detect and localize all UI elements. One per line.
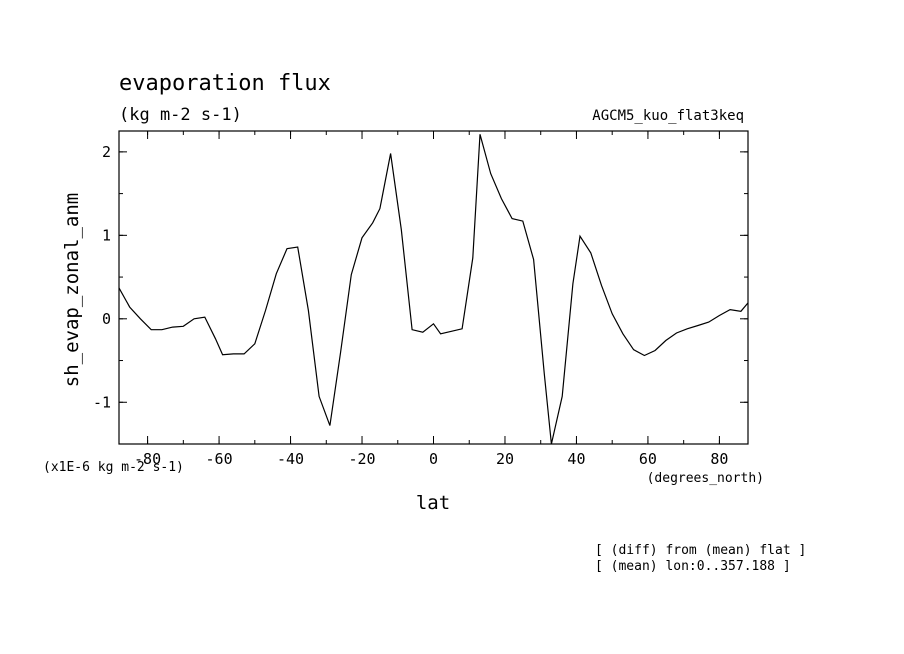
- data-point: [590, 252, 592, 254]
- data-point: [432, 323, 434, 325]
- data-point: [747, 302, 749, 304]
- x-tick-label: 40: [567, 450, 585, 468]
- data-point: [718, 314, 720, 316]
- data-point: [171, 326, 173, 328]
- data-point: [461, 328, 463, 330]
- footer-note-2: [ (mean) lon:0..357.188 ]: [595, 559, 791, 574]
- data-point: [686, 328, 688, 330]
- y-axis-label: sh_evap_zonal_anm: [61, 193, 83, 387]
- x-tick-label: 20: [496, 450, 514, 468]
- data-point: [221, 353, 223, 355]
- data-point: [422, 331, 424, 333]
- series-line: [118, 134, 749, 445]
- data-point: [350, 273, 352, 275]
- run-name: AGCM5_kuo_flat3keq: [592, 108, 744, 124]
- x-tick-label: 80: [710, 450, 728, 468]
- data-point: [500, 197, 502, 199]
- data-point: [254, 343, 256, 345]
- x-tick-label: -80: [134, 450, 161, 468]
- data-point: [472, 257, 474, 259]
- y-tick-label: 1: [102, 226, 111, 244]
- data-point: [361, 237, 363, 239]
- data-point: [479, 133, 481, 135]
- data-point: [243, 353, 245, 355]
- data-point: [161, 328, 163, 330]
- data-point: [296, 246, 298, 248]
- data-points: [118, 133, 749, 445]
- data-point: [379, 207, 381, 209]
- y-tick-label: 0: [102, 310, 111, 328]
- x-tick-label: 60: [639, 450, 657, 468]
- data-point: [439, 333, 441, 335]
- data-point: [489, 172, 491, 174]
- data-point: [729, 308, 731, 310]
- data-point: [697, 324, 699, 326]
- chart-title: evaporation flux: [119, 71, 331, 96]
- data-point: [740, 310, 742, 312]
- data-point: [707, 321, 709, 323]
- data-point: [286, 247, 288, 249]
- data-point: [275, 273, 277, 275]
- data-point: [329, 424, 331, 426]
- data-point: [139, 318, 141, 320]
- data-point: [550, 443, 552, 445]
- data-point: [204, 316, 206, 318]
- data-point: [318, 395, 320, 397]
- y-tick-labels: 2 1 0 -1: [93, 143, 111, 411]
- data-point: [561, 395, 563, 397]
- x-tick-label: -40: [277, 450, 304, 468]
- data-point: [675, 332, 677, 334]
- data-point: [572, 283, 574, 285]
- data-point: [118, 287, 120, 289]
- data-point: [307, 309, 309, 311]
- data-point: [643, 354, 645, 356]
- data-point: [129, 306, 131, 308]
- data-point: [543, 373, 545, 375]
- data-point: [600, 284, 602, 286]
- data-point: [522, 220, 524, 222]
- data-point: [654, 349, 656, 351]
- x-tick-label: -20: [348, 450, 375, 468]
- data-point: [214, 338, 216, 340]
- data-point: [611, 313, 613, 315]
- data-point: [339, 351, 341, 353]
- axis-ticks: [119, 131, 748, 445]
- data-point: [232, 353, 234, 355]
- data-point: [182, 325, 184, 327]
- data-point: [532, 258, 534, 260]
- y-tick-label: 2: [102, 143, 111, 161]
- data-point: [632, 348, 634, 350]
- x-tick-label: -60: [206, 450, 233, 468]
- data-point: [511, 217, 513, 219]
- data-point: [264, 309, 266, 311]
- x-tick-label: 0: [429, 450, 438, 468]
- x-axis-label: lat: [416, 492, 450, 514]
- y-axis-units: (x1E-6 kg m-2 s-1): [43, 460, 184, 475]
- data-point: [622, 333, 624, 335]
- data-point: [389, 152, 391, 154]
- data-point: [372, 222, 374, 224]
- data-point: [579, 235, 581, 237]
- footer-note-1: [ (diff) from (mean) flat ]: [595, 543, 806, 558]
- x-tick-labels: -80 -60 -40 -20 0 20 40 60 80: [134, 450, 728, 468]
- data-point: [665, 339, 667, 341]
- x-axis-units: (degrees_north): [647, 471, 764, 486]
- data-point: [150, 328, 152, 330]
- data-point: [193, 318, 195, 320]
- plot-frame: [118, 130, 749, 445]
- data-point: [411, 328, 413, 330]
- chart-units: (kg m-2 s-1): [119, 105, 242, 125]
- data-point: [450, 330, 452, 332]
- data-point: [400, 228, 402, 230]
- y-tick-label: -1: [93, 393, 111, 411]
